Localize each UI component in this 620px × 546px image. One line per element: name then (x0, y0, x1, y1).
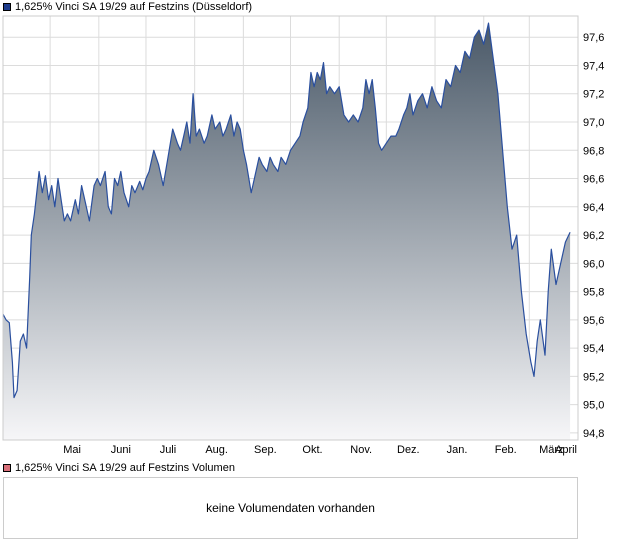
volume-legend: 1,625% Vinci SA 19/29 auf Festzins Volum… (3, 462, 235, 474)
price-legend-swatch (3, 3, 11, 11)
y-tick-label: 97,2 (583, 89, 604, 101)
y-tick-label: 94,8 (583, 428, 604, 440)
x-tick-label: Okt. (302, 444, 322, 456)
y-tick-label: 95,6 (583, 315, 604, 327)
y-tick-label: 96,8 (583, 145, 604, 157)
x-tick-label: Nov. (350, 444, 372, 456)
y-tick-label: 95,4 (583, 343, 604, 355)
price-legend-label: 1,625% Vinci SA 19/29 auf Festzins (Düss… (15, 1, 253, 13)
price-area (3, 23, 571, 440)
volume-legend-swatch (3, 464, 11, 472)
x-tick-label: März (539, 444, 563, 456)
y-tick-label: 95,8 (583, 287, 604, 299)
x-tick-label: Feb. (495, 444, 517, 456)
y-tick-label: 97,0 (583, 117, 604, 129)
y-tick-label: 96,4 (583, 202, 604, 214)
price-line (2, 22, 571, 399)
x-tick-label: Sep. (254, 444, 277, 456)
y-tick-label: 97,6 (583, 32, 604, 44)
x-tick-label: Juli (160, 444, 177, 456)
x-tick-label: April (555, 444, 577, 456)
x-tick-label: Jan. (447, 444, 468, 456)
price-chart: 94,8 95,0 95,2 95,4 95,6 95,8 96,0 96,2 96,4 96,6… (2, 15, 604, 456)
y-tick-label: 96,2 (583, 230, 604, 242)
x-tick-label: Dez. (397, 444, 420, 456)
x-tick-label: Juni (111, 444, 131, 456)
y-tick-label: 95,2 (583, 371, 604, 383)
plot-border (2, 15, 579, 441)
volume-empty-message: keine Volumendaten vorhanden (206, 501, 375, 515)
x-tick-label: Mai (63, 444, 81, 456)
x-tick-label: Aug. (205, 444, 228, 456)
y-tick-label: 96,6 (583, 174, 604, 186)
volume-chart-panel: keine Volumendaten vorhanden (3, 477, 578, 539)
y-tick-label: 96,0 (583, 258, 604, 270)
y-tick-label: 95,0 (583, 400, 604, 412)
price-legend: 1,625% Vinci SA 19/29 auf Festzins (Düss… (3, 1, 252, 13)
y-tick-label: 97,4 (583, 60, 604, 72)
volume-legend-label: 1,625% Vinci SA 19/29 auf Festzins Volum… (15, 462, 235, 474)
